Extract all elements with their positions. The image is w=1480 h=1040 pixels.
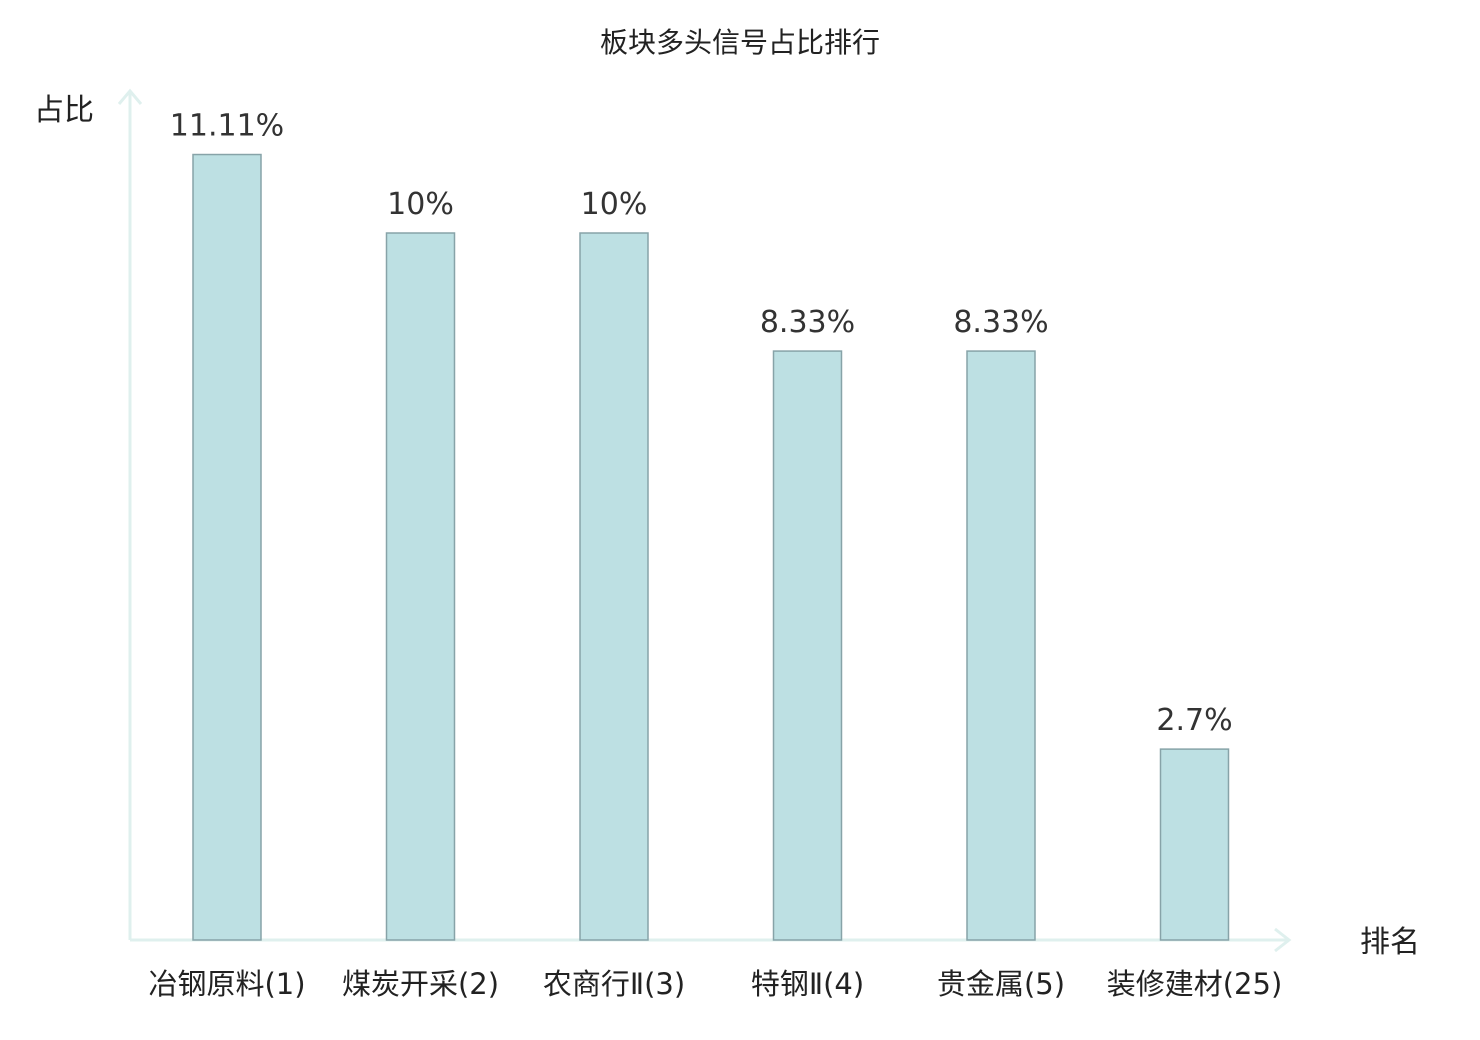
bar-value-label: 10% bbox=[387, 187, 454, 222]
bar-value-label: 2.7% bbox=[1156, 703, 1232, 738]
y-axis bbox=[117, 88, 143, 940]
bar-value-label: 8.33% bbox=[760, 305, 855, 340]
bar bbox=[966, 350, 1036, 941]
y-axis-arrow-icon bbox=[117, 88, 143, 105]
bar-value-label: 8.33% bbox=[953, 305, 1048, 340]
bar-value-label: 10% bbox=[581, 187, 648, 222]
bar bbox=[385, 232, 456, 941]
category-labels-group: 冶钢原料(1) 煤炭开采(2) 农商行Ⅱ(3) 特钢Ⅱ(4) 贵金属(5) 装修建材(25… bbox=[148, 967, 1282, 1001]
bar bbox=[579, 232, 649, 941]
bar bbox=[772, 350, 843, 941]
category-label: 装修建材(25) bbox=[1107, 967, 1283, 1001]
category-label: 煤炭开采(2) bbox=[342, 967, 499, 1001]
bar bbox=[1159, 748, 1230, 941]
chart-title: 板块多头信号占比排行 bbox=[600, 26, 880, 59]
x-axis-arrow-icon bbox=[1274, 927, 1292, 953]
bar bbox=[192, 153, 262, 941]
x-axis bbox=[130, 927, 1292, 953]
bars-group bbox=[192, 153, 1230, 941]
bar-value-label: 11.11% bbox=[170, 109, 284, 144]
x-axis-label: 排名 bbox=[1360, 925, 1420, 960]
category-label: 特钢Ⅱ(4) bbox=[751, 967, 864, 1001]
value-labels-group: 11.11% 10% 10% 8.33% 8.33% 2.7% bbox=[170, 109, 1233, 739]
category-label: 冶钢原料(1) bbox=[148, 967, 305, 1001]
category-label: 农商行Ⅱ(3) bbox=[543, 967, 685, 1001]
category-label: 贵金属(5) bbox=[937, 967, 1065, 1001]
y-axis-label: 占比 bbox=[34, 93, 94, 128]
